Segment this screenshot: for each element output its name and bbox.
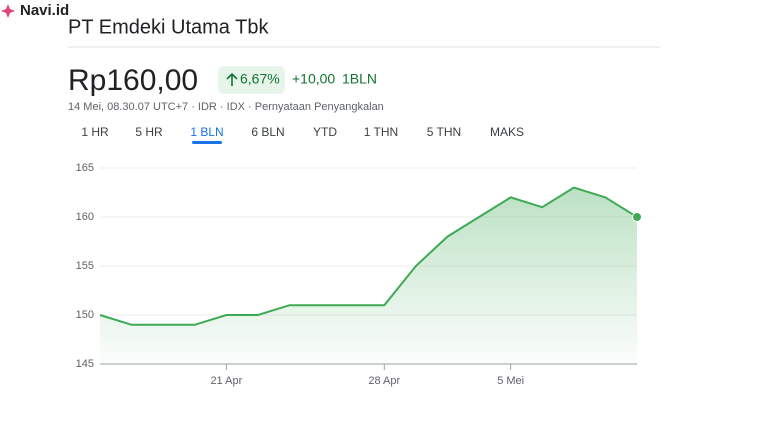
- price-line: [99, 186, 638, 326]
- y-tick-label: 155: [76, 260, 94, 272]
- tab[interactable]: 5 HR: [135, 125, 163, 139]
- tab[interactable]: YTD: [313, 125, 337, 139]
- area: [100, 187, 637, 364]
- tab[interactable]: 1 THN: [364, 125, 398, 139]
- x-tick-label: 5 Mei: [497, 375, 524, 387]
- x-tick-label: 21 Apr: [210, 375, 242, 387]
- tab[interactable]: 1 HR: [81, 125, 109, 139]
- x-tick-label: 28 Apr: [368, 375, 400, 387]
- tab[interactable]: 1 BLN: [190, 125, 223, 139]
- last-point: [632, 212, 642, 222]
- up-arrow: [226, 72, 238, 86]
- price: Rp160,00: [68, 64, 198, 97]
- title: PT Emdeki Utama Tbk: [68, 16, 269, 38]
- change: +10,00: [292, 71, 335, 87]
- change-percent: 6,67%: [240, 71, 280, 87]
- watermark-icon: [1, 4, 15, 18]
- tab[interactable]: 5 THN: [427, 125, 461, 139]
- change-badge: [218, 66, 285, 94]
- y-tick-label: 160: [76, 211, 94, 223]
- period: 1BLN: [342, 71, 377, 87]
- y-tick-label: 165: [76, 162, 94, 174]
- tab-underline: [192, 141, 222, 144]
- tab[interactable]: MAKS: [490, 125, 524, 139]
- meta: 14 Mei, 08.30.07 UTC+7 · IDR · IDX · Per…: [68, 101, 384, 113]
- y-tick-label: 150: [76, 309, 94, 321]
- tab[interactable]: 6 BLN: [251, 125, 284, 139]
- watermark: Navi.id: [20, 2, 69, 19]
- y-tick-label: 145: [76, 358, 94, 370]
